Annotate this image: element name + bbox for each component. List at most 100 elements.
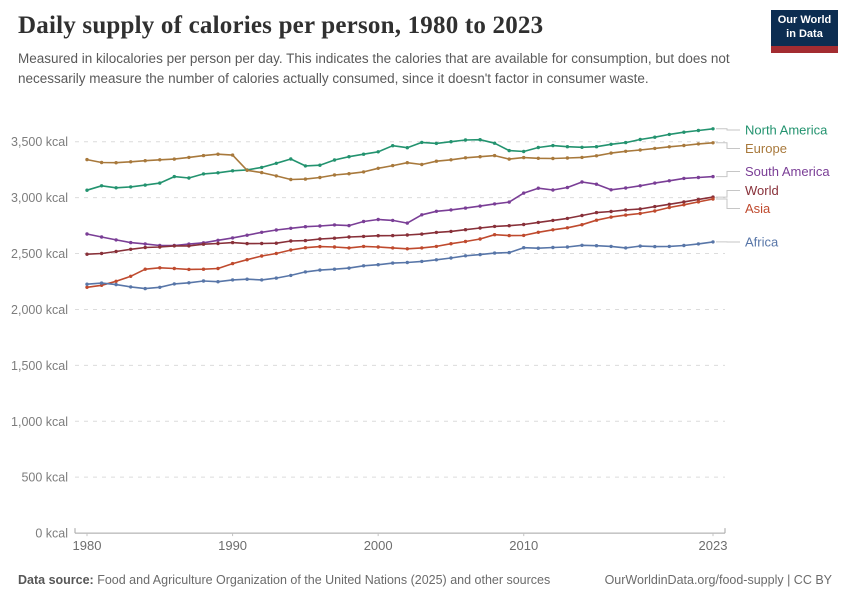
data-point xyxy=(405,221,409,225)
data-point xyxy=(682,243,686,248)
data-point xyxy=(667,244,671,249)
data-point xyxy=(114,282,118,287)
data-point xyxy=(594,182,599,186)
legend-label-world[interactable]: World xyxy=(745,183,779,198)
data-point xyxy=(99,235,104,239)
data-point xyxy=(696,200,701,204)
legend-label-north-america[interactable]: North America xyxy=(745,123,828,138)
data-point xyxy=(624,186,628,190)
data-point xyxy=(99,160,104,165)
data-point xyxy=(201,242,206,246)
series-line-europe[interactable] xyxy=(86,142,714,181)
data-point xyxy=(696,142,701,146)
data-point xyxy=(347,155,351,159)
legend-label-south-america[interactable]: South America xyxy=(745,164,830,179)
legend-connector-asia xyxy=(716,198,740,209)
data-point xyxy=(143,159,147,163)
owid-logo[interactable]: Our World in Data xyxy=(771,10,838,53)
data-point xyxy=(143,242,147,246)
data-point xyxy=(551,228,555,232)
data-point xyxy=(99,184,104,188)
data-point xyxy=(172,266,176,271)
legend-label-europe[interactable]: Europe xyxy=(745,141,787,156)
data-point xyxy=(667,202,671,206)
data-point xyxy=(420,213,424,217)
data-point xyxy=(551,156,555,161)
data-point xyxy=(580,180,584,184)
data-point xyxy=(449,256,453,260)
data-point xyxy=(129,240,133,245)
data-point xyxy=(492,153,497,158)
data-point xyxy=(318,244,322,249)
data-point xyxy=(172,157,176,161)
data-point xyxy=(522,222,526,227)
data-point xyxy=(478,226,482,230)
data-point xyxy=(420,232,424,236)
data-point xyxy=(536,230,540,234)
data-point xyxy=(143,267,147,271)
data-point xyxy=(653,181,657,185)
legend-label-africa[interactable]: Africa xyxy=(745,235,779,250)
y-tick-label-2500: 2,500 kcal xyxy=(11,247,68,261)
data-point xyxy=(478,138,482,142)
data-point xyxy=(434,209,439,213)
data-point xyxy=(522,233,526,238)
owid-url-license[interactable]: OurWorldinData.org/food-supply | CC BY xyxy=(604,573,832,587)
series-line-south-america[interactable] xyxy=(86,175,714,247)
data-point xyxy=(594,244,599,248)
data-point xyxy=(638,211,642,216)
data-point xyxy=(594,145,599,149)
data-point xyxy=(216,171,220,175)
series-line-world[interactable] xyxy=(86,196,714,255)
data-point xyxy=(696,197,701,202)
data-point xyxy=(129,274,133,278)
data-point xyxy=(99,281,104,285)
data-point xyxy=(405,146,409,150)
data-point xyxy=(638,184,642,188)
data-point xyxy=(667,132,671,137)
data-point xyxy=(551,218,555,223)
data-point xyxy=(245,241,249,246)
series-line-africa[interactable] xyxy=(86,241,714,290)
data-point xyxy=(682,200,686,204)
data-point xyxy=(682,176,686,181)
data-point xyxy=(245,277,249,281)
legend-label-asia[interactable]: Asia xyxy=(745,201,771,216)
series-line-north-america[interactable] xyxy=(86,128,714,191)
data-point xyxy=(391,144,395,148)
data-point xyxy=(420,259,424,264)
data-point xyxy=(463,156,468,160)
data-point xyxy=(536,186,540,190)
data-point xyxy=(274,161,278,165)
x-tick-label-1990: 1990 xyxy=(218,538,247,553)
series-line-asia[interactable] xyxy=(86,198,714,289)
data-point xyxy=(522,155,526,160)
data-source-note: Data source: Food and Agriculture Organi… xyxy=(18,573,550,587)
y-tick-label-2000: 2,000 kcal xyxy=(11,303,68,317)
data-point xyxy=(216,266,220,271)
legend-connector-north-america xyxy=(716,128,740,131)
data-point xyxy=(551,245,555,250)
data-point xyxy=(376,234,380,238)
owid-logo-line2: in Data xyxy=(786,28,823,40)
data-point xyxy=(99,251,104,256)
data-point xyxy=(347,223,351,228)
data-point xyxy=(376,245,380,249)
data-point xyxy=(129,160,133,164)
data-point xyxy=(463,138,468,142)
data-point xyxy=(507,157,511,161)
data-point xyxy=(274,228,278,232)
data-point xyxy=(696,242,701,246)
data-point xyxy=(230,153,235,157)
data-point xyxy=(565,156,570,160)
y-tick-label-1000: 1,000 kcal xyxy=(11,415,68,429)
data-point xyxy=(536,145,540,150)
data-point xyxy=(289,157,293,161)
data-point xyxy=(230,169,235,173)
data-point xyxy=(201,267,206,271)
data-point xyxy=(172,244,176,248)
data-point xyxy=(158,181,162,185)
data-point xyxy=(536,246,540,250)
data-point xyxy=(594,210,599,215)
